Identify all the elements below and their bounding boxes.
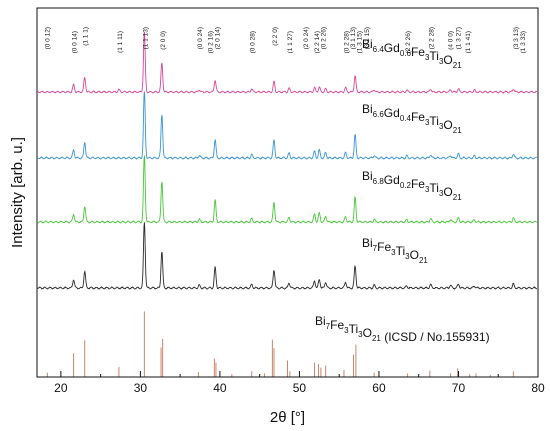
hkl-label: (1 1 41) bbox=[465, 31, 472, 53]
xrd-pattern-3 bbox=[37, 222, 538, 290]
hkl-label: (2 0 14) bbox=[215, 27, 222, 49]
xrd-pattern-0 bbox=[37, 31, 538, 94]
hkl-label: (3 1 15) bbox=[364, 27, 371, 49]
hkl-label: (2 0 0) bbox=[160, 31, 167, 50]
sample-label-3: Bi7Fe3Ti3O21 bbox=[362, 236, 428, 265]
hkl-label: (1 1 27) bbox=[287, 31, 294, 53]
x-tick-label-5: 70 bbox=[452, 381, 466, 395]
sample-label-0: Bi6.4Gd0.6Fe3Ti3O21 bbox=[362, 37, 462, 70]
sample-label-1: Bi6.6Gd0.4Fe3Ti3O21 bbox=[362, 102, 462, 135]
xrd-pattern-1 bbox=[37, 91, 538, 160]
x-axis-title: 2θ [°] bbox=[270, 409, 305, 426]
xrd-pattern-2 bbox=[37, 155, 538, 224]
sample-label-2: Bi6.8Gd0.2Fe3Ti3O21 bbox=[362, 169, 462, 202]
hkl-label: (0 2 26) bbox=[321, 27, 328, 49]
hkl-label: (3 1 13) bbox=[350, 27, 357, 49]
x-tick-label-6: 80 bbox=[531, 381, 545, 395]
hkl-label: (0 0 12) bbox=[45, 27, 52, 49]
hkl-label: (1 3 27) bbox=[456, 27, 463, 49]
plot-frame bbox=[36, 7, 539, 378]
hkl-label: (0 0 28) bbox=[250, 31, 257, 53]
x-tick-label-2: 40 bbox=[213, 381, 227, 395]
x-tick-label-1: 30 bbox=[134, 381, 148, 395]
hkl-label: (0 2 28) bbox=[344, 31, 351, 53]
hkl-label: (0 0 24) bbox=[197, 27, 204, 49]
hkl-label: (0 0 14) bbox=[72, 31, 79, 53]
hkl-label: (2 2 14) bbox=[314, 31, 321, 53]
hkl-label: (1 3 33) bbox=[520, 31, 527, 53]
y-axis-title: Intensity [arb. u.] bbox=[9, 137, 26, 248]
hkl-label: (1 3 15) bbox=[356, 31, 363, 53]
x-tick-label-3: 50 bbox=[293, 381, 307, 395]
x-tick-label-4: 60 bbox=[372, 381, 386, 395]
hkl-label: (1 1 13) bbox=[142, 27, 149, 49]
hkl-label: (1 1 11) bbox=[117, 31, 124, 53]
hkl-label: (1 1 1) bbox=[83, 27, 90, 46]
hkl-label: (2 2 0) bbox=[272, 27, 279, 46]
hkl-label: (0 2 16) bbox=[208, 31, 215, 53]
x-tick-label-0: 20 bbox=[54, 381, 68, 395]
hkl-label: (3 3 13) bbox=[513, 27, 520, 49]
reference-label: Bi7Fe3Ti3O21 (ICSD / No.155931) bbox=[315, 314, 490, 344]
hkl-label: (2 2 28) bbox=[429, 27, 436, 49]
hkl-label: (4 0 0) bbox=[448, 31, 455, 50]
hkl-label: (2 0 24) bbox=[303, 27, 310, 49]
hkl-label: (2 2 26) bbox=[405, 31, 412, 53]
